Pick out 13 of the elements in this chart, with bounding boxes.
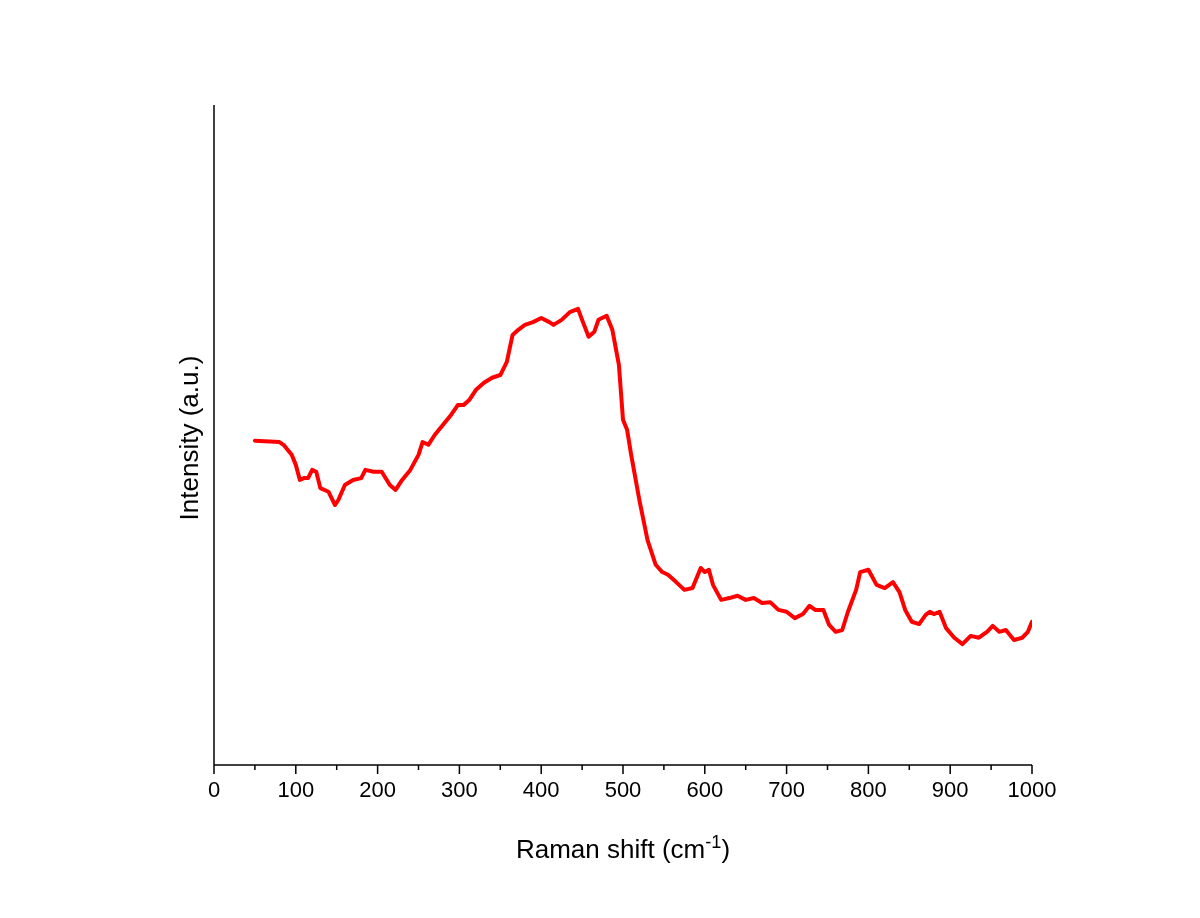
x-axis-title: Raman shift (cm$^{-1}$) bbox=[515, 832, 731, 864]
x-tick-label: 200 bbox=[359, 777, 396, 802]
x-tick-label: 100 bbox=[277, 777, 315, 802]
x-tick-label: 700 bbox=[768, 777, 805, 802]
x-tick-label: 400 bbox=[522, 777, 560, 802]
y-axis-title: Intensity (a.u.) bbox=[174, 355, 204, 521]
x-tick-label: 1000 bbox=[1007, 777, 1057, 802]
x-tick-label: 300 bbox=[441, 777, 478, 802]
x-tick-label: 500 bbox=[604, 777, 642, 802]
x-tick-label: 900 bbox=[931, 777, 969, 802]
x-tick-label: 800 bbox=[850, 777, 887, 802]
x-tick-label: 0 bbox=[207, 777, 221, 802]
x-tick-label: 600 bbox=[686, 777, 724, 802]
